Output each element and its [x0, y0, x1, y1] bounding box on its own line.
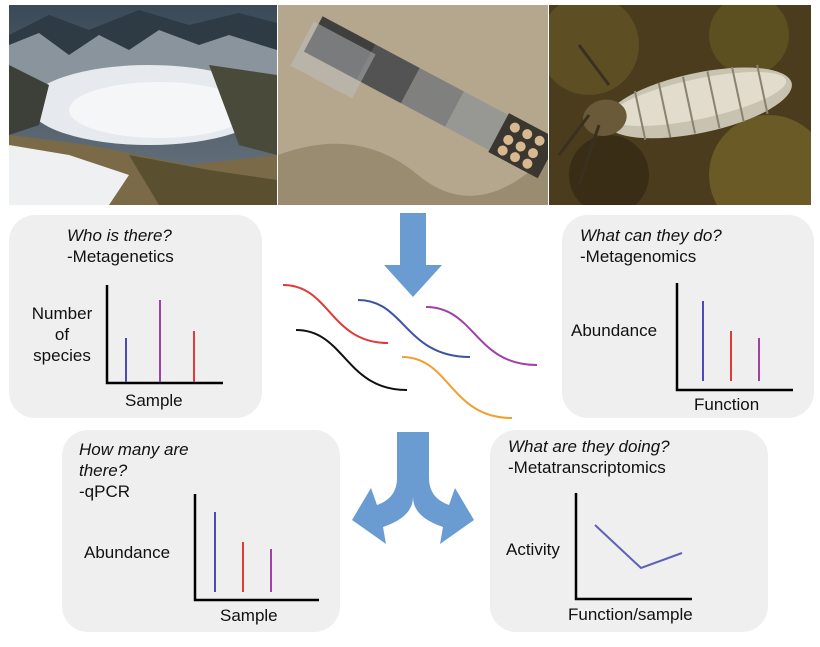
- sequence-strand-red: [282, 284, 389, 344]
- panel-method: -Metatranscriptomics: [508, 458, 666, 477]
- x-axis-label: Function/sample: [568, 605, 693, 624]
- y-axis-label: Activity: [506, 540, 560, 559]
- chart-axes: [105, 285, 223, 385]
- sequence-strand-purple: [425, 306, 538, 366]
- panel-question-line1: How many are: [79, 440, 189, 459]
- sequence-strand-orange: [401, 356, 513, 419]
- x-axis-label: Function: [694, 395, 760, 414]
- panel-method: -Metagenomics: [580, 247, 697, 266]
- x-axis-label: Sample: [220, 606, 278, 625]
- sequence-strand-black: [295, 329, 408, 391]
- activity-line: [594, 524, 683, 570]
- panel-method: -Metagenetics: [67, 247, 174, 266]
- x-axis-label: Sample: [125, 391, 183, 410]
- chart-axes: [675, 283, 793, 392]
- metagenetics-panel: Who is there? -Metagenetics Number of sp…: [9, 215, 262, 418]
- panel-question-line2: there?: [79, 461, 128, 480]
- qpcr-panel: How many are there? -qPCR Abundance Samp…: [62, 430, 340, 632]
- y-axis-label: Abundance: [84, 543, 171, 562]
- panel-question: What are they doing?: [508, 437, 670, 456]
- down-arrow-icon: [384, 213, 442, 297]
- panel-question: What can they do?: [580, 226, 722, 245]
- metatranscriptomics-panel: What are they doing? -Metatranscriptomic…: [490, 430, 768, 632]
- chart-axes: [193, 494, 319, 602]
- panel-method: -qPCR: [79, 482, 131, 501]
- split-arrow-icon: [352, 432, 474, 544]
- y-axis-label: Abundance: [571, 321, 658, 340]
- sequence-strand-blue: [357, 299, 471, 358]
- submerged-sample-bags-photo: [278, 5, 548, 205]
- aquatic-insect-larva-photo: [549, 5, 811, 205]
- metagenomics-panel: What can they do? -Metagenomics Abundanc…: [562, 215, 814, 418]
- chart-axes: [574, 493, 692, 601]
- snowy-mountain-lake-photo: [9, 5, 277, 205]
- panel-question: Who is there?: [67, 226, 172, 245]
- y-axis-label: Number of species: [31, 304, 93, 365]
